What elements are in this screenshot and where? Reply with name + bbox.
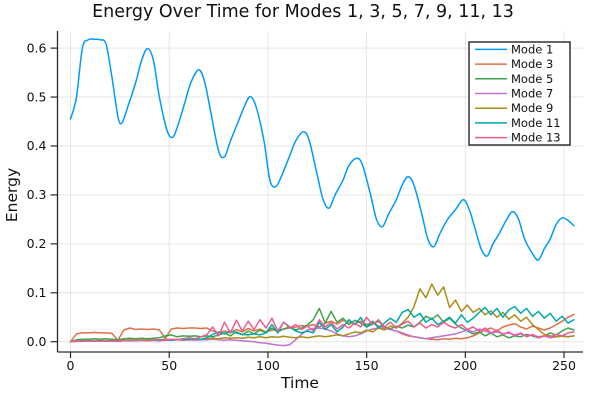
legend-entry-mode-13: Mode 13 xyxy=(475,131,561,145)
legend-entry-mode-3: Mode 3 xyxy=(475,57,553,71)
legend-entry-mode-9: Mode 9 xyxy=(475,101,553,115)
legend-label: Mode 11 xyxy=(511,116,561,130)
legend-label: Mode 3 xyxy=(511,57,553,71)
y-tick-label: 0.5 xyxy=(27,89,47,104)
x-tick-label: 200 xyxy=(453,358,477,373)
axes: 0 50 100 150 200 250 0.0 0.1 0.2 0.3 0.4 0.5 0.6 xyxy=(27,31,583,373)
line-mode-5 xyxy=(69,307,575,343)
y-tick-label: 0.2 xyxy=(27,236,47,251)
legend-label: Mode 13 xyxy=(511,131,561,145)
line-mode-1 xyxy=(69,38,575,261)
y-tick-label: 0.0 xyxy=(27,334,47,349)
legend-label: Mode 7 xyxy=(511,87,553,101)
data-series xyxy=(69,38,575,347)
x-tick-label: 0 xyxy=(67,358,75,373)
line-mode-13 xyxy=(69,316,575,343)
x-tick-label: 150 xyxy=(355,358,379,373)
y-tick-label: 0.3 xyxy=(27,187,47,202)
legend-label: Mode 1 xyxy=(511,42,553,56)
y-axis-label: Energy xyxy=(3,168,21,222)
x-tick-label: 250 xyxy=(552,358,576,373)
chart-title: Energy Over Time for Modes 1, 3, 5, 7, 9… xyxy=(92,2,514,22)
legend-label: Mode 5 xyxy=(511,72,553,86)
y-tick-label: 0.1 xyxy=(27,285,47,300)
legend-label: Mode 9 xyxy=(511,101,553,115)
legend-entry-mode-11: Mode 11 xyxy=(475,116,561,130)
y-tick-label: 0.6 xyxy=(27,40,47,55)
legend-entry-mode-7: Mode 7 xyxy=(475,87,553,101)
legend-entry-mode-1: Mode 1 xyxy=(475,42,553,56)
x-tick-label: 50 xyxy=(161,358,177,373)
legend-entry-mode-5: Mode 5 xyxy=(475,72,553,86)
x-axis-label: Time xyxy=(280,374,319,392)
x-tick-label: 100 xyxy=(256,358,280,373)
y-tick-label: 0.4 xyxy=(27,138,47,153)
